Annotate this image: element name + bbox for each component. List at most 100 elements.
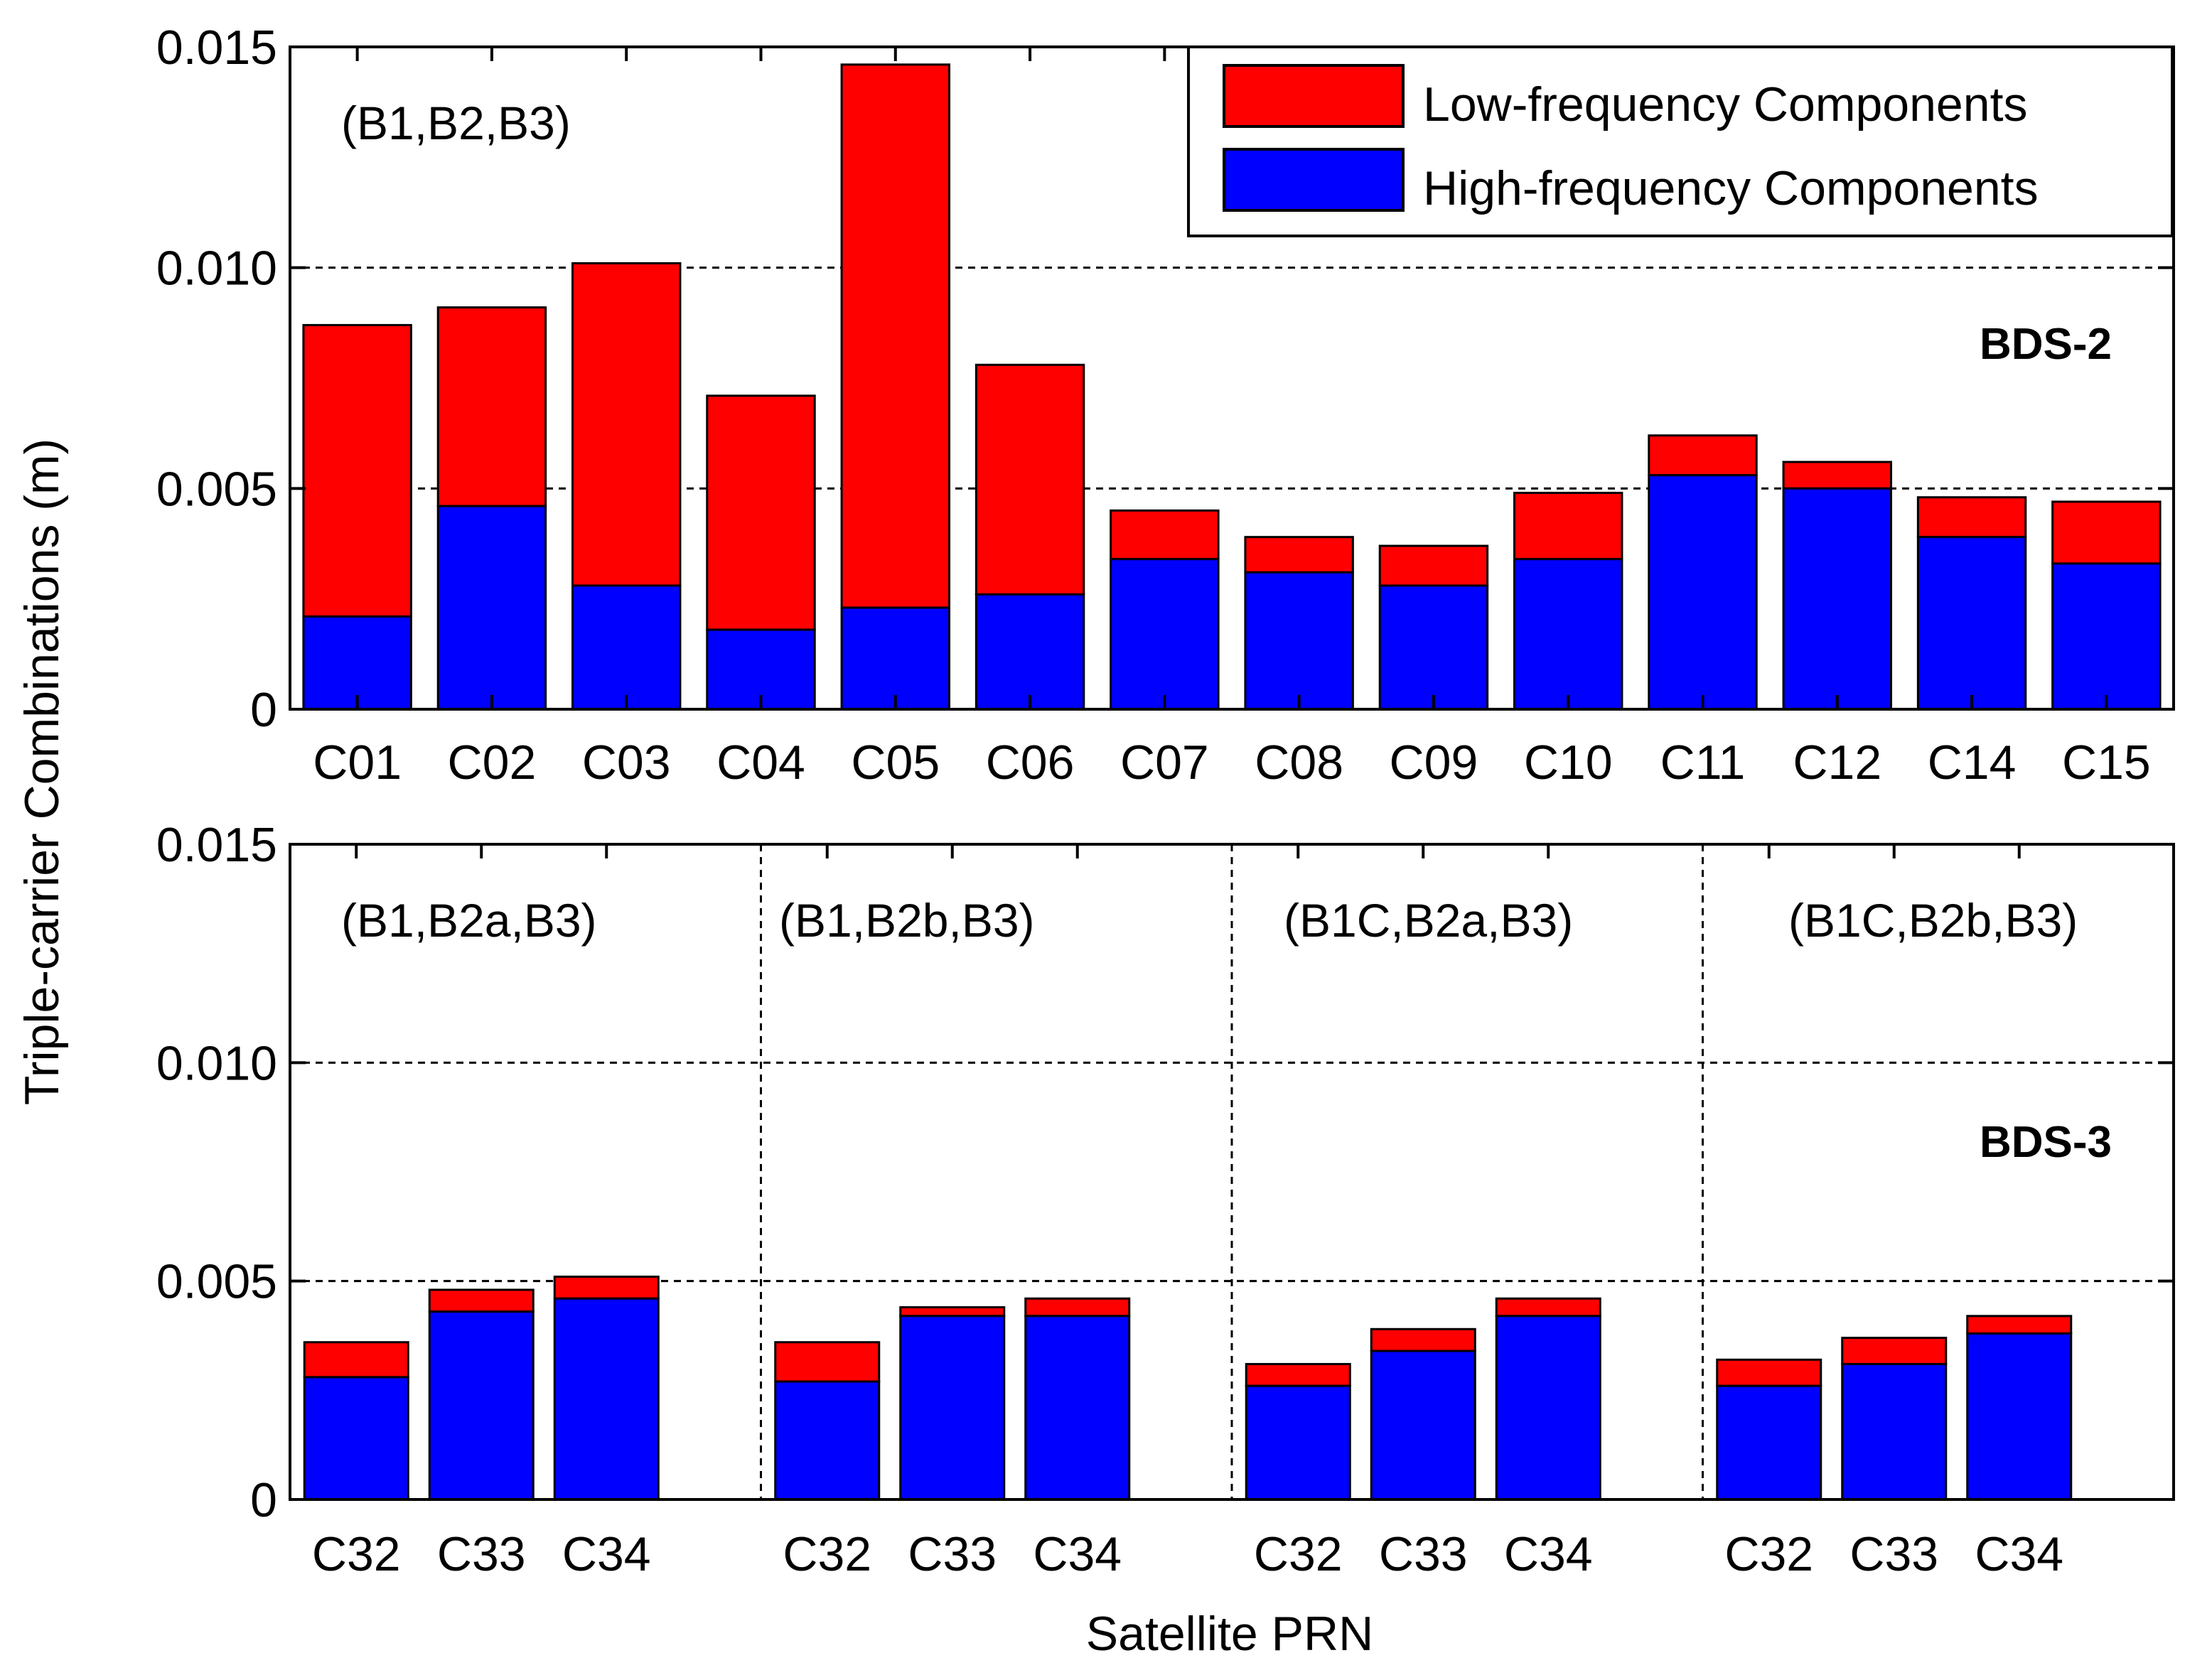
bar-layer xyxy=(302,63,2162,1501)
xtick-label-top-C06: C06 xyxy=(986,736,1075,790)
bar-high-C08 xyxy=(1244,571,1354,711)
bar-high-g3-C34 xyxy=(1966,1332,2073,1501)
legend: Low-frequency Components High-frequency … xyxy=(1187,45,2174,237)
x-axis-label: Satellite PRN xyxy=(1086,1607,1373,1661)
bar-high-C02 xyxy=(436,505,547,711)
top-ytick-label-2: 0.010 xyxy=(156,242,277,296)
combination-label-g0: (B1,B2a,B3) xyxy=(341,894,597,947)
xtick-label-g2-C34: C34 xyxy=(1504,1527,1593,1581)
bottom-ytick-label-2: 0.010 xyxy=(156,1036,277,1090)
bar-low-g3-C34 xyxy=(1966,1315,2073,1335)
xtick-label-top-C11: C11 xyxy=(1660,736,1746,790)
xtick-label-top-C15: C15 xyxy=(2062,736,2151,790)
bar-high-C12 xyxy=(1782,487,1893,711)
bar-high-g3-C33 xyxy=(1841,1362,1948,1501)
bar-low-C07 xyxy=(1110,509,1220,561)
xtick-label-g0-C33: C33 xyxy=(437,1527,526,1581)
bottom-ytick-label-0: 0 xyxy=(250,1473,277,1527)
text-layer: Triple-carrier Combinations (m) Satellit… xyxy=(15,21,2151,1661)
bar-low-C10 xyxy=(1513,492,1623,561)
bar-high-C10 xyxy=(1513,558,1623,711)
bottom-ytick-label-3: 0.015 xyxy=(156,818,277,872)
bar-low-C04 xyxy=(706,394,816,631)
combination-label-g1: (B1,B2b,B3) xyxy=(779,894,1035,947)
bar-high-g1-C34 xyxy=(1024,1315,1131,1501)
xtick-label-g3-C34: C34 xyxy=(1975,1527,2063,1581)
bar-high-g1-C33 xyxy=(899,1315,1006,1501)
xtick-label-g2-C33: C33 xyxy=(1379,1527,1468,1581)
legend-label-high: High-frequency Components xyxy=(1423,161,2039,215)
bar-low-C01 xyxy=(302,323,412,618)
xtick-label-top-C02: C02 xyxy=(448,736,537,790)
bar-high-C14 xyxy=(1916,536,2027,711)
xtick-label-top-C12: C12 xyxy=(1793,736,1881,790)
bar-low-g2-C33 xyxy=(1370,1327,1476,1352)
top-panel-label: BDS-2 xyxy=(1980,320,2112,369)
bar-high-C15 xyxy=(2051,562,2162,711)
top-ytick-label-1: 0.005 xyxy=(156,462,277,516)
bar-low-C15 xyxy=(2051,500,2162,565)
xtick-label-g3-C33: C33 xyxy=(1849,1527,1938,1581)
bar-high-C05 xyxy=(840,606,950,711)
bar-high-g0-C32 xyxy=(303,1376,409,1501)
combination-label-g3: (B1C,B2b,B3) xyxy=(1788,894,2078,947)
bar-high-C09 xyxy=(1378,584,1489,711)
bar-low-g0-C32 xyxy=(303,1341,409,1379)
bar-low-C02 xyxy=(436,306,547,507)
bar-high-C01 xyxy=(302,615,412,711)
bar-high-C06 xyxy=(975,593,1085,711)
bar-low-C05 xyxy=(840,63,950,609)
legend-swatch-low xyxy=(1223,64,1405,128)
bar-high-g2-C33 xyxy=(1370,1350,1476,1501)
xtick-label-g1-C34: C34 xyxy=(1033,1527,1122,1581)
xtick-label-g2-C32: C32 xyxy=(1254,1527,1343,1581)
bar-low-g0-C33 xyxy=(428,1288,535,1313)
bar-high-C07 xyxy=(1110,558,1220,711)
xtick-label-top-C04: C04 xyxy=(716,736,805,790)
xtick-label-g1-C33: C33 xyxy=(908,1527,997,1581)
combination-label-g2: (B1C,B2a,B3) xyxy=(1284,894,1573,947)
bar-high-g2-C32 xyxy=(1245,1384,1351,1501)
legend-label-low: Low-frequency Components xyxy=(1423,77,2027,131)
top-ytick-label-3: 0.015 xyxy=(156,21,277,75)
bar-high-C03 xyxy=(571,584,682,711)
bar-low-C11 xyxy=(1648,434,1758,477)
bar-low-C06 xyxy=(975,363,1085,596)
xtick-label-top-C01: C01 xyxy=(313,736,402,790)
xtick-label-g1-C32: C32 xyxy=(783,1527,871,1581)
bar-high-C11 xyxy=(1648,474,1758,711)
xtick-label-top-C08: C08 xyxy=(1255,736,1343,790)
bar-low-C14 xyxy=(1916,496,2027,539)
bar-low-g3-C33 xyxy=(1841,1337,1948,1365)
y-axis-label: Triple-carrier Combinations (m) xyxy=(15,438,69,1105)
bar-high-g0-C33 xyxy=(428,1310,535,1501)
xtick-label-g0-C34: C34 xyxy=(562,1527,651,1581)
xtick-label-top-C07: C07 xyxy=(1120,736,1209,790)
bar-low-g2-C34 xyxy=(1495,1297,1601,1318)
xtick-label-top-C14: C14 xyxy=(1928,736,2017,790)
xtick-label-top-C05: C05 xyxy=(851,736,940,790)
bar-low-g1-C34 xyxy=(1024,1297,1131,1318)
top-ytick-label-0: 0 xyxy=(250,683,277,737)
bar-low-C08 xyxy=(1244,536,1354,573)
bar-high-g1-C32 xyxy=(774,1380,881,1501)
bar-low-C03 xyxy=(571,262,682,587)
bar-low-g1-C32 xyxy=(774,1341,881,1383)
bar-high-g0-C34 xyxy=(553,1297,660,1501)
bar-low-g0-C34 xyxy=(553,1276,660,1300)
bar-low-g3-C32 xyxy=(1716,1358,1822,1387)
bar-low-C09 xyxy=(1378,544,1489,587)
xtick-label-g0-C32: C32 xyxy=(312,1527,401,1581)
combination-label-top: (B1,B2,B3) xyxy=(341,97,571,149)
bar-low-g1-C33 xyxy=(899,1306,1006,1318)
legend-swatch-high xyxy=(1223,148,1405,212)
bar-high-g2-C34 xyxy=(1495,1315,1601,1501)
bar-low-g2-C32 xyxy=(1245,1362,1351,1387)
xtick-label-top-C03: C03 xyxy=(582,736,671,790)
bottom-ytick-label-1: 0.005 xyxy=(156,1255,277,1309)
bottom-panel-label: BDS-3 xyxy=(1980,1118,2112,1167)
xtick-label-g3-C32: C32 xyxy=(1724,1527,1813,1581)
bar-low-C12 xyxy=(1782,461,1893,490)
